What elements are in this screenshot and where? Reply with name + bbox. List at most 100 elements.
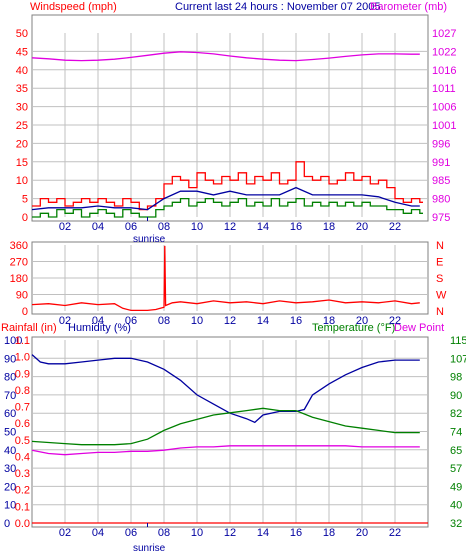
- series-windspeed: [32, 161, 423, 211]
- series-barometer: [31, 51, 420, 62]
- rain-tick-0.6: 0.6: [15, 418, 30, 430]
- series-dew-point: [31, 445, 420, 456]
- x-tick-label-22: 22: [389, 221, 401, 233]
- series-humidity: [31, 354, 420, 424]
- humidity-tick-90: 90: [4, 353, 16, 365]
- compass-tick-N: N: [436, 306, 444, 318]
- x-tick-label-08: 08: [158, 315, 170, 327]
- series-average-windspeed: [31, 186, 420, 211]
- x-tick-label-14: 14: [257, 221, 269, 233]
- chart-header-title: Current last 24 hours : November 07 2005: [175, 1, 380, 13]
- temp-tick-65: 65: [450, 445, 462, 457]
- temp-tick-115: 115: [450, 335, 466, 347]
- x-tick-label-06: 06: [125, 221, 137, 233]
- temperature-axis-title: Temperature (°F): [312, 322, 395, 334]
- sunrise-label-bottom: sunrise: [133, 543, 166, 554]
- baro-tick-1006: 1006: [432, 102, 456, 114]
- temp-tick-98: 98: [450, 372, 462, 384]
- dir-tick-360: 360: [10, 240, 28, 252]
- temp-tick-90: 90: [450, 390, 462, 402]
- chart-marks-layer: 02 04 06 08 10 12 14 16 18 20 22 0 5 10 15 20 25 30 35 40 45…: [4, 28, 466, 539]
- x-tick-label-22: 22: [389, 315, 401, 327]
- temp-tick-57: 57: [450, 463, 462, 475]
- x-tick-label-04: 04: [92, 315, 104, 327]
- baro-tick-1016: 1016: [432, 65, 456, 77]
- compass-tick-S: S: [436, 273, 443, 285]
- x-tick-label-22: 22: [389, 527, 401, 539]
- baro-tick-996: 996: [432, 138, 450, 150]
- x-tick-label-18: 18: [323, 315, 335, 327]
- humidity-tick-80: 80: [4, 372, 16, 384]
- humidity-tick-30: 30: [4, 463, 16, 475]
- humidity-tick-50: 50: [4, 427, 16, 439]
- wind-tick-50: 50: [16, 28, 28, 40]
- wind-tick-25: 25: [16, 120, 28, 132]
- rain-tick-0.0: 0.0: [15, 518, 30, 530]
- compass-tick-W: W: [436, 290, 447, 302]
- x-tick-label-12: 12: [224, 221, 236, 233]
- rain-tick-0.7: 0.7: [15, 402, 30, 414]
- wind-tick-40: 40: [16, 65, 28, 77]
- baro-tick-1001: 1001: [432, 120, 456, 132]
- x-tick-label-10: 10: [191, 221, 203, 233]
- temp-tick-32: 32: [450, 518, 462, 530]
- x-tick-label-16: 16: [290, 315, 302, 327]
- dir-tick-0: 0: [22, 306, 28, 318]
- x-tick-label-16: 16: [290, 527, 302, 539]
- baro-tick-985: 985: [432, 175, 450, 187]
- wind-tick-0: 0: [22, 212, 28, 224]
- x-tick-label-10: 10: [191, 315, 203, 327]
- x-tick-label-12: 12: [224, 315, 236, 327]
- humidity-tick-70: 70: [4, 390, 16, 402]
- humidity-tick-40: 40: [4, 445, 16, 457]
- windspeed-axis-title: Windspeed (mph): [30, 1, 117, 13]
- temp-tick-40: 40: [450, 500, 462, 512]
- humidity-tick-0: 0: [4, 518, 10, 530]
- x-tick-label-20: 20: [356, 315, 368, 327]
- rain-tick-0.1: 0.1: [15, 501, 30, 513]
- dewpoint-axis-title: Dew Point: [394, 322, 444, 334]
- dir-tick-180: 180: [10, 273, 28, 285]
- rain-tick-0.5: 0.5: [15, 435, 30, 447]
- humidity-tick-60: 60: [4, 408, 16, 420]
- compass-tick-N: N: [436, 240, 444, 252]
- baro-tick-1022: 1022: [432, 46, 456, 58]
- baro-tick-991: 991: [432, 157, 450, 169]
- humidity-tick-20: 20: [4, 481, 16, 493]
- barometer-axis-title: Barometer (mb): [370, 1, 447, 13]
- temp-tick-82: 82: [450, 408, 462, 420]
- x-tick-label-10: 10: [191, 527, 203, 539]
- temp-tick-107: 107: [450, 353, 466, 365]
- wind-tick-15: 15: [16, 157, 28, 169]
- x-tick-label-04: 04: [92, 527, 104, 539]
- x-tick-label-02: 02: [59, 527, 71, 539]
- rainfall-axis-title: Rainfall (in): [1, 322, 57, 334]
- sunrise-label-top: sunrise: [133, 234, 166, 245]
- x-tick-label-18: 18: [323, 527, 335, 539]
- x-tick-label-08: 08: [158, 527, 170, 539]
- dir-tick-270: 270: [10, 257, 28, 269]
- series-temperature: [31, 407, 420, 446]
- humidity-tick-100: 100: [4, 335, 22, 347]
- x-tick-label-02: 02: [59, 221, 71, 233]
- wind-tick-20: 20: [16, 138, 28, 150]
- rain-tick-0.4: 0.4: [15, 451, 30, 463]
- baro-tick-975: 975: [432, 212, 450, 224]
- humidity-axis-title: Humidity (%): [68, 322, 131, 334]
- x-tick-label-18: 18: [323, 221, 335, 233]
- x-tick-label-14: 14: [257, 527, 269, 539]
- compass-tick-E: E: [436, 257, 443, 269]
- temp-tick-74: 74: [450, 427, 462, 439]
- x-tick-label-06: 06: [125, 315, 137, 327]
- rain-tick-0.9: 0.9: [15, 368, 30, 380]
- humidity-tick-10: 10: [4, 500, 16, 512]
- x-tick-label-04: 04: [92, 221, 104, 233]
- temp-tick-49: 49: [450, 481, 462, 493]
- rain-tick-0.3: 0.3: [15, 468, 30, 480]
- x-tick-label-16: 16: [290, 221, 302, 233]
- series-wind-gust: [32, 197, 423, 218]
- x-tick-label-08: 08: [158, 221, 170, 233]
- x-tick-label-12: 12: [224, 527, 236, 539]
